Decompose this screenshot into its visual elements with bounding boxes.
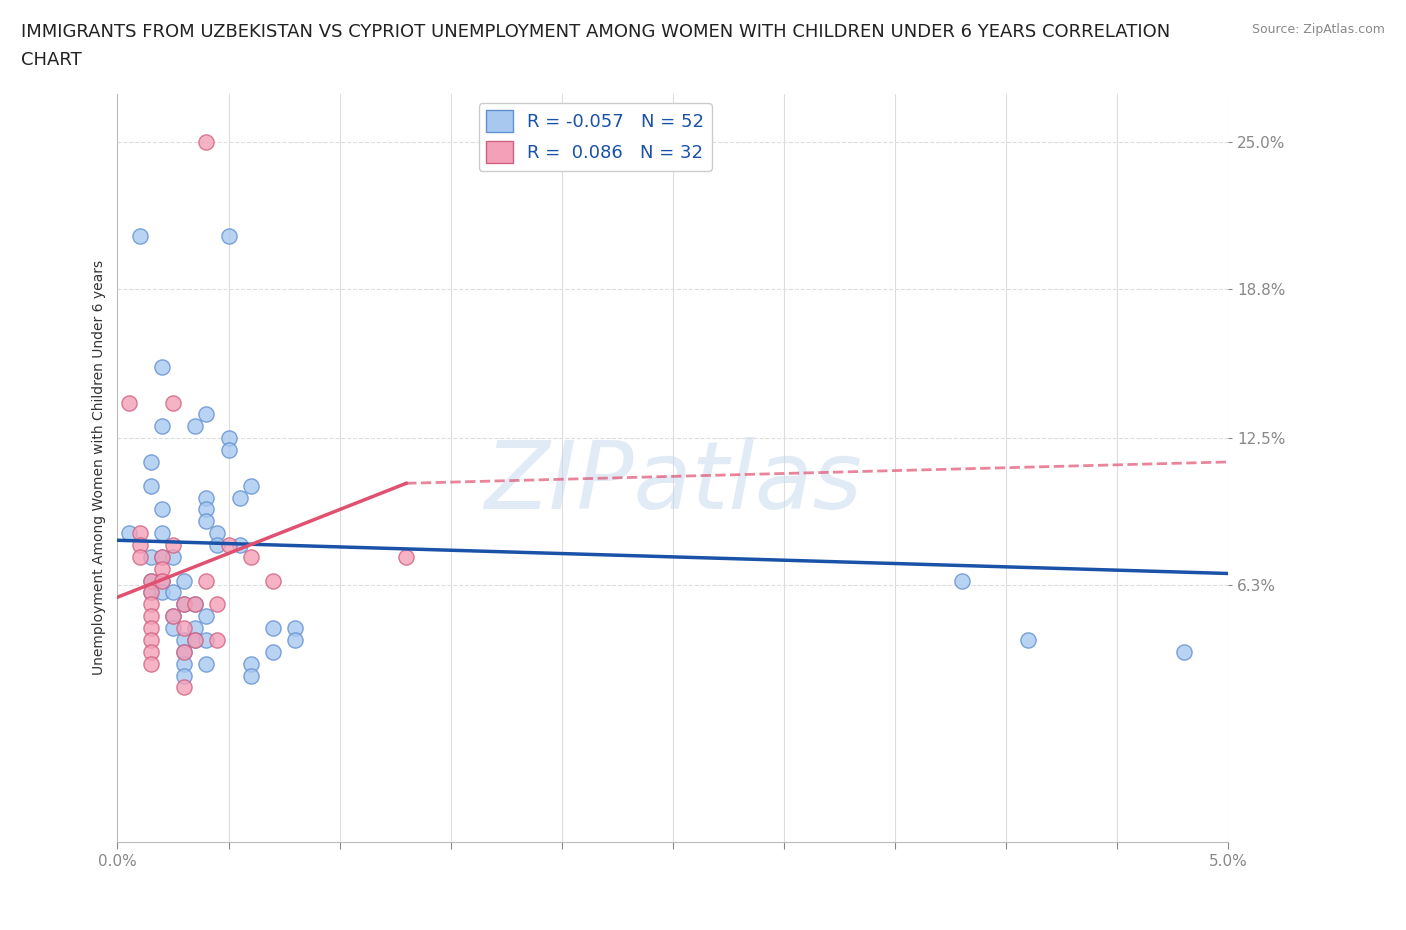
- Point: [128, 229, 150, 244]
- Point: [139, 597, 162, 612]
- Point: [128, 550, 150, 565]
- Point: [262, 644, 284, 659]
- Point: [150, 525, 173, 540]
- Point: [195, 632, 218, 647]
- Point: [150, 585, 173, 600]
- Point: [139, 620, 162, 635]
- Point: [139, 657, 162, 671]
- Point: [218, 431, 240, 445]
- Point: [139, 478, 162, 493]
- Point: [128, 525, 150, 540]
- Point: [395, 550, 418, 565]
- Point: [184, 418, 207, 433]
- Point: [1017, 632, 1039, 647]
- Point: [239, 668, 262, 683]
- Point: [139, 644, 162, 659]
- Point: [139, 550, 162, 565]
- Point: [228, 538, 250, 552]
- Point: [207, 632, 229, 647]
- Point: [150, 360, 173, 375]
- Text: CHART: CHART: [21, 51, 82, 69]
- Point: [150, 502, 173, 517]
- Point: [150, 550, 173, 565]
- Point: [218, 538, 240, 552]
- Point: [184, 632, 207, 647]
- Point: [184, 597, 207, 612]
- Y-axis label: Unemployment Among Women with Children Under 6 years: Unemployment Among Women with Children U…: [93, 260, 107, 675]
- Point: [239, 657, 262, 671]
- Point: [150, 562, 173, 577]
- Point: [139, 585, 162, 600]
- Point: [139, 573, 162, 588]
- Point: [139, 455, 162, 470]
- Point: [195, 490, 218, 505]
- Point: [150, 573, 173, 588]
- Point: [195, 134, 218, 149]
- Point: [950, 573, 973, 588]
- Point: [150, 418, 173, 433]
- Point: [207, 597, 229, 612]
- Point: [218, 229, 240, 244]
- Point: [218, 443, 240, 458]
- Point: [173, 680, 195, 695]
- Text: IMMIGRANTS FROM UZBEKISTAN VS CYPRIOT UNEMPLOYMENT AMONG WOMEN WITH CHILDREN UND: IMMIGRANTS FROM UZBEKISTAN VS CYPRIOT UN…: [21, 23, 1170, 41]
- Point: [173, 632, 195, 647]
- Point: [128, 538, 150, 552]
- Point: [162, 609, 184, 624]
- Point: [195, 573, 218, 588]
- Point: [173, 668, 195, 683]
- Point: [195, 609, 218, 624]
- Point: [173, 644, 195, 659]
- Point: [239, 550, 262, 565]
- Point: [284, 620, 307, 635]
- Point: [1173, 644, 1195, 659]
- Point: [173, 644, 195, 659]
- Point: [262, 620, 284, 635]
- Point: [195, 502, 218, 517]
- Point: [162, 550, 184, 565]
- Point: [162, 585, 184, 600]
- Point: [162, 395, 184, 410]
- Point: [139, 573, 162, 588]
- Point: [150, 550, 173, 565]
- Point: [139, 609, 162, 624]
- Point: [184, 632, 207, 647]
- Point: [207, 525, 229, 540]
- Point: [173, 620, 195, 635]
- Point: [150, 573, 173, 588]
- Point: [184, 597, 207, 612]
- Point: [162, 538, 184, 552]
- Point: [162, 609, 184, 624]
- Point: [139, 632, 162, 647]
- Point: [195, 514, 218, 529]
- Point: [207, 538, 229, 552]
- Point: [117, 525, 139, 540]
- Legend: R = -0.057   N = 52, R =  0.086   N = 32: R = -0.057 N = 52, R = 0.086 N = 32: [478, 103, 711, 170]
- Point: [162, 620, 184, 635]
- Point: [195, 407, 218, 422]
- Point: [262, 573, 284, 588]
- Point: [173, 597, 195, 612]
- Point: [284, 632, 307, 647]
- Point: [173, 573, 195, 588]
- Point: [173, 597, 195, 612]
- Text: ZIPatlas: ZIPatlas: [484, 437, 862, 528]
- Point: [195, 657, 218, 671]
- Point: [117, 395, 139, 410]
- Point: [228, 490, 250, 505]
- Point: [184, 620, 207, 635]
- Point: [239, 478, 262, 493]
- Point: [173, 657, 195, 671]
- Point: [139, 585, 162, 600]
- Text: Source: ZipAtlas.com: Source: ZipAtlas.com: [1251, 23, 1385, 36]
